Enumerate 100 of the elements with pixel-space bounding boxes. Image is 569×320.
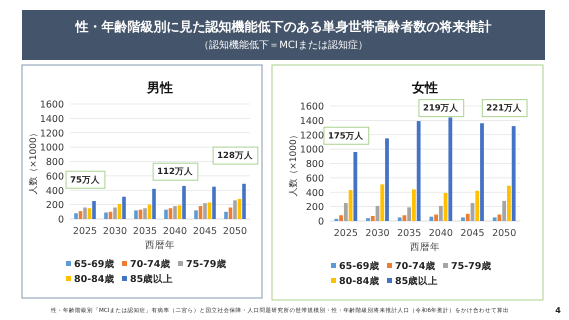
bar (74, 213, 78, 219)
bar (178, 205, 182, 219)
bar (353, 152, 358, 221)
y-tick-label: 1200 (40, 128, 64, 140)
bar (242, 184, 246, 219)
annotation: 75万人 (70, 174, 101, 186)
bar (344, 203, 348, 221)
bar (168, 208, 172, 219)
bar (194, 210, 198, 219)
y-tick-label: 800 (306, 159, 324, 170)
annotation: 112万人 (157, 166, 194, 178)
bar (118, 204, 122, 219)
legend-label: 70-74歳 (395, 260, 436, 272)
bar (370, 216, 375, 221)
y-tick-label: 1000 (300, 144, 324, 156)
bar (480, 123, 484, 221)
bar (444, 192, 448, 221)
bar (233, 200, 237, 219)
bar (148, 204, 152, 219)
text: 性・年齢階級別に見た認知機能低下のある単身世帯高齢者数の将来推計 (74, 19, 492, 35)
x-tick-label: 2025 (72, 226, 98, 237)
legend-label: 80-84歳 (74, 273, 114, 285)
bar (134, 210, 138, 219)
y-tick-label: 1000 (40, 142, 64, 154)
bar (182, 186, 186, 219)
x-tick-label: 2025 (334, 228, 358, 239)
bar (376, 206, 380, 221)
bar (448, 118, 452, 221)
bar (385, 138, 389, 221)
bar (434, 214, 438, 221)
bar (152, 188, 156, 219)
x-tick-label: 2045 (460, 228, 485, 239)
y-tick-label: 0 (318, 216, 324, 228)
bar (224, 212, 228, 219)
y-tick-label: 1600 (300, 102, 324, 112)
bar (470, 203, 474, 221)
x-tick-label: 2040 (162, 226, 188, 237)
bar (475, 190, 480, 221)
bar (113, 208, 117, 219)
chart-title: 女性 (411, 81, 438, 96)
x-tick-label: 2045 (192, 226, 218, 237)
legend-label: 65-69歳 (74, 258, 114, 270)
bar (143, 208, 147, 219)
bar (348, 190, 352, 221)
x-tick-label: 2050 (222, 226, 248, 237)
bar (138, 210, 142, 219)
bar (366, 218, 370, 221)
bar (164, 210, 168, 219)
bar (416, 121, 421, 221)
y-tick-label: 600 (306, 173, 324, 184)
bar (78, 211, 82, 219)
y-tick-label: 800 (46, 157, 64, 168)
annotation: 175万人 (328, 130, 365, 142)
bar (507, 186, 511, 221)
bar (104, 212, 108, 219)
bar (122, 196, 126, 219)
chart-title: 男性 (146, 81, 173, 96)
text: 4 (555, 306, 562, 315)
bar (502, 200, 506, 221)
legend-label: 75-79歳 (186, 258, 226, 270)
bar (380, 184, 384, 221)
y-tick-label: 1600 (40, 100, 64, 110)
x-tick-label: 2050 (492, 228, 516, 239)
bar (498, 214, 502, 221)
y-tick-label: 600 (46, 171, 64, 182)
text: （認知機能低下＝MCIまたは認知症） (199, 39, 368, 51)
bar (461, 217, 465, 221)
bar (208, 202, 212, 219)
x-tick-label: 2030 (102, 226, 128, 237)
y-tick-label: 400 (46, 186, 64, 197)
x-tick-label: 2035 (132, 226, 158, 237)
bar (228, 208, 232, 219)
annotation: 221万人 (486, 102, 524, 114)
bar (402, 215, 406, 221)
bar (512, 126, 516, 221)
bar (212, 186, 216, 219)
legend-label: 65-69歳 (339, 260, 380, 272)
legend-label: 85歳以上 (395, 275, 438, 287)
bar (238, 198, 242, 219)
bar (339, 215, 343, 221)
y-tick-label: 400 (306, 188, 324, 199)
x-tick-label: 2030 (365, 228, 390, 239)
bar (429, 216, 434, 221)
bar (203, 203, 207, 219)
y-tick-label: 1400 (300, 116, 324, 127)
y-tick-label: 200 (46, 200, 64, 212)
y-tick-label: 200 (306, 202, 324, 214)
legend-label: 85歳以上 (130, 273, 174, 285)
annotation: 128万人 (217, 150, 254, 162)
y-axis-title: 人数（×1000） (288, 130, 299, 197)
y-tick-label: 1200 (300, 130, 324, 142)
legend-label: 70-74歳 (130, 258, 170, 270)
bar (88, 208, 92, 219)
legend-label: 80-84歳 (339, 275, 380, 287)
x-axis-title: 西暦年 (145, 239, 175, 251)
bar (407, 207, 412, 221)
bar (108, 212, 112, 219)
x-axis-title: 西暦年 (410, 241, 440, 253)
y-axis-title: 人数（×1000） (28, 128, 39, 195)
bar (466, 214, 470, 221)
